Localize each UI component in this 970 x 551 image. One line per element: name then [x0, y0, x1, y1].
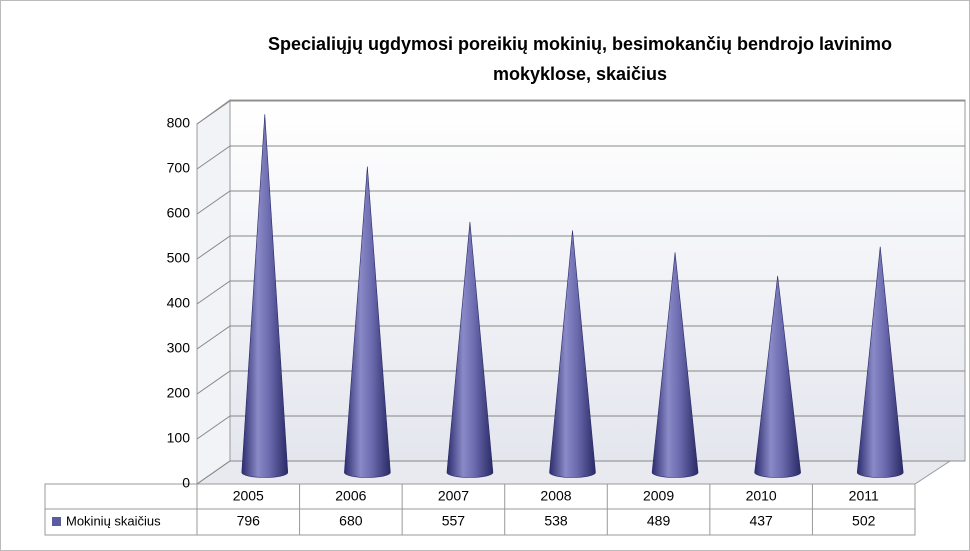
y-tick-label: 500 [167, 250, 191, 266]
x-tick-label: 2010 [746, 488, 777, 504]
grid-line [196, 145, 965, 170]
grid-line [196, 325, 965, 350]
table-value: 502 [852, 513, 876, 529]
table-value: 538 [544, 513, 568, 529]
x-tick-label: 2007 [438, 488, 469, 504]
cone [549, 230, 596, 478]
y-tick-label: 100 [167, 430, 191, 446]
y-tick-label: 200 [167, 385, 191, 401]
y-tick-label: 0 [182, 475, 190, 491]
chart-title: Specialiųjų ugdymosi poreikių mokinių, b… [268, 34, 892, 54]
table-value: 796 [237, 513, 261, 529]
cone [856, 246, 904, 478]
y-tick-label: 300 [167, 340, 191, 356]
table-value: 437 [749, 513, 773, 529]
grid-line [196, 370, 965, 395]
grid-line [196, 460, 965, 485]
cone [754, 275, 801, 478]
grid-line [196, 190, 965, 215]
cone [241, 114, 289, 478]
legend-label: Mokinių skaičius [66, 513, 161, 528]
y-tick-label: 800 [167, 115, 191, 131]
chart-title: mokyklose, skaičius [493, 64, 667, 84]
y-tick-label: 600 [167, 205, 191, 221]
grid-line [196, 415, 965, 440]
grid-line [196, 280, 965, 305]
table-value: 680 [339, 513, 363, 529]
grid-line [196, 235, 965, 260]
cone [651, 252, 699, 478]
y-tick-label: 700 [167, 160, 191, 176]
x-tick-label: 2008 [540, 488, 571, 504]
table-value: 489 [647, 513, 671, 529]
y-tick-label: 400 [167, 295, 191, 311]
x-tick-label: 2011 [849, 488, 879, 504]
cone [446, 221, 494, 478]
table-value: 557 [442, 513, 466, 529]
cone [344, 166, 391, 478]
legend-swatch [52, 517, 61, 526]
grid-line [196, 100, 965, 125]
x-tick-label: 2006 [335, 488, 366, 504]
x-tick-label: 2005 [233, 488, 264, 504]
x-tick-label: 2009 [643, 488, 674, 504]
